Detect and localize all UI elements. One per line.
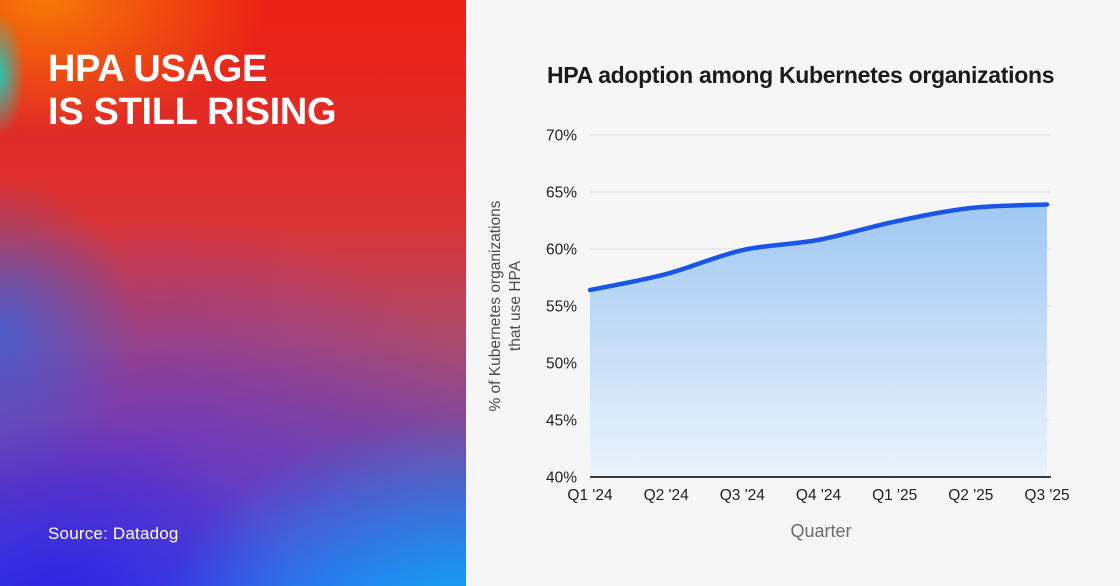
x-tick-label: Q4 '24 xyxy=(796,487,842,504)
headline-panel: HPA USAGE IS STILL RISING Source: Datadog xyxy=(0,0,466,586)
y-tick-label: 55% xyxy=(546,299,577,316)
x-axis-title: Quarter xyxy=(790,521,852,541)
hpa-adoption-chart: 40% 45% 50% 55% 60% 65% 70% Q1 '24 Q2 '24 Q3 '24 Q… xyxy=(546,128,1070,505)
x-tick-label: Q2 '24 xyxy=(644,487,690,504)
headline: HPA USAGE IS STILL RISING xyxy=(48,48,337,135)
y-tick-label: 65% xyxy=(546,185,577,202)
headline-line-2: IS STILL RISING xyxy=(48,91,337,134)
x-tick-label: Q3 '24 xyxy=(720,487,766,504)
x-tick-label: Q2 '25 xyxy=(948,487,993,504)
y-tick-label: 70% xyxy=(546,128,577,145)
y-tick-label: 50% xyxy=(546,356,577,373)
trend-line xyxy=(587,202,1050,293)
x-tick-label: Q1 '24 xyxy=(567,487,613,504)
chart-panel: HPA adoption among Kubernetes organizati… xyxy=(466,0,1120,586)
area-fill xyxy=(590,204,1047,478)
y-tick-label: 45% xyxy=(546,413,577,430)
source-credit: Source: Datadog xyxy=(48,524,179,543)
x-tick-label: Q1 '25 xyxy=(872,487,917,504)
chart-title: HPA adoption among Kubernetes organizati… xyxy=(547,62,1055,88)
y-tick-label: 40% xyxy=(546,470,577,487)
headline-line-1: HPA USAGE xyxy=(48,48,267,90)
y-tick-label: 60% xyxy=(546,242,577,259)
x-tick-label: Q3 '25 xyxy=(1024,487,1069,504)
